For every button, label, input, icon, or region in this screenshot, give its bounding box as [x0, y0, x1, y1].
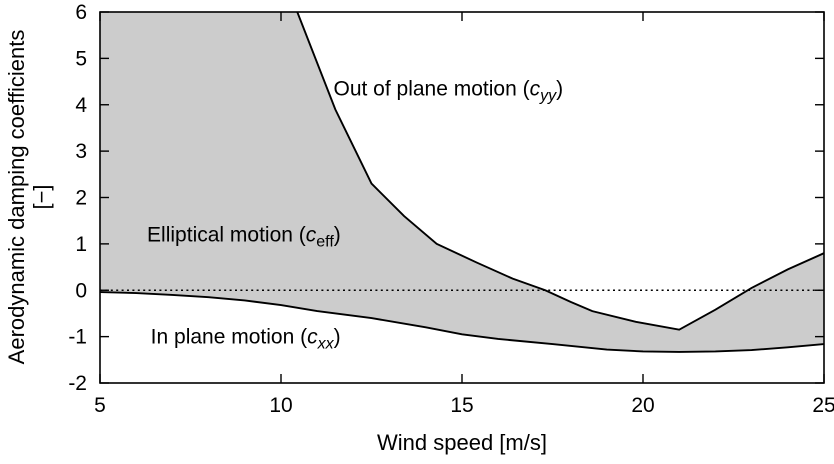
in-plane-curve: [100, 291, 824, 353]
curve-annotation: In plane motion (cxx): [151, 326, 341, 353]
out-of-plane-curve: [296, 12, 824, 331]
y-tick-label: 4: [75, 94, 87, 117]
x-tick-label: 20: [631, 394, 654, 417]
y-tick-label: -1: [68, 326, 87, 349]
x-axis-label: Wind speed [m/s]: [377, 430, 547, 455]
y-axis-label-line1: Aerodynamic damping coefficients: [4, 30, 29, 365]
x-tick-label: 25: [812, 394, 834, 417]
curve-annotation: Out of plane motion (cyy): [333, 77, 563, 104]
x-tick-label: 5: [94, 394, 106, 417]
x-tick-label: 15: [450, 394, 473, 417]
plot-area: 5 10 15 20 25 -2 -1 0 1 2 3 4 5 6 Out of plane motion …: [68, 1, 834, 417]
y-tick-label: 5: [75, 47, 87, 70]
curve-annotation: Elliptical motion (ceff): [147, 224, 341, 251]
elliptical-motion-band: [100, 12, 824, 352]
x-tick-label: 10: [269, 394, 292, 417]
y-axis-label-line2: [−]: [29, 184, 54, 209]
y-tick-label: 1: [75, 233, 87, 256]
y-tick-label: 6: [75, 1, 87, 24]
y-tick-label: -2: [68, 372, 87, 395]
y-tick-label: 0: [75, 279, 87, 302]
y-tick-label: 2: [75, 187, 87, 210]
y-tick-label: 3: [75, 140, 87, 163]
